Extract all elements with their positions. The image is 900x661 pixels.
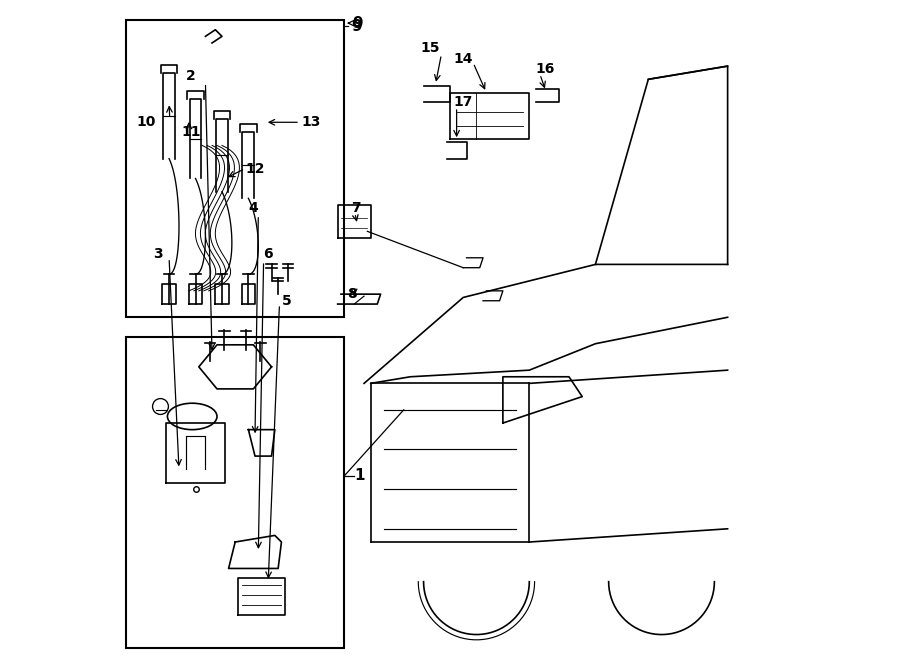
Text: 9: 9 [352,16,363,30]
Bar [126,20,344,317]
Text: 16: 16 [536,62,555,77]
Text: 2: 2 [185,69,195,83]
Text: 14: 14 [454,52,473,67]
Text: 10: 10 [137,115,156,130]
Text: 8: 8 [347,287,357,301]
Text: 12: 12 [245,161,265,176]
Text: 11: 11 [182,125,201,139]
Text: 15: 15 [420,40,440,55]
Text: 17: 17 [454,95,473,110]
Text: 1: 1 [355,469,365,483]
Text: 7: 7 [351,201,361,215]
Text: 4: 4 [248,201,258,215]
Text: 3: 3 [154,247,163,262]
Text: 9: 9 [351,19,362,34]
Text: 6: 6 [264,247,274,262]
Text: 5: 5 [282,293,292,308]
Bar [126,337,344,648]
Text: 13: 13 [302,115,320,130]
